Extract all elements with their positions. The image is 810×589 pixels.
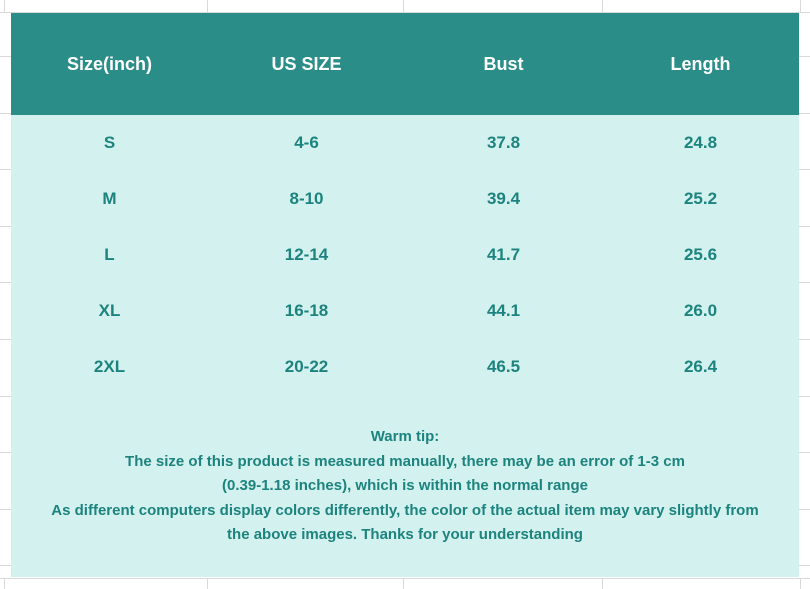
warm-tip-line: the above images. Thanks for your unders… — [227, 526, 583, 543]
header-cell-us-size: US SIZE — [271, 53, 342, 74]
us-size-cell: 16-18 — [284, 301, 329, 320]
gridline — [4, 578, 5, 589]
header-cell-length: Length — [670, 53, 731, 74]
header-cell-size: Size(inch) — [66, 53, 152, 74]
warm-tip: Warm tip: The size of this product is me… — [11, 395, 799, 548]
gridline — [800, 0, 801, 12]
length-cell: 25.2 — [683, 189, 718, 208]
gridline — [602, 0, 603, 12]
us-size-cell: 4-6 — [294, 133, 319, 152]
table-row: M 8-10 39.4 25.2 — [11, 171, 799, 227]
gridline — [800, 578, 801, 589]
us-size-cell: 20-22 — [284, 357, 329, 376]
warm-tip-title: Warm tip: — [370, 428, 440, 445]
length-cell: 25.6 — [683, 245, 718, 264]
size-cell: L — [104, 245, 115, 264]
length-cell: 26.4 — [683, 357, 718, 376]
size-cell: 2XL — [93, 357, 126, 376]
length-cell: 24.8 — [683, 133, 718, 152]
size-cell: M — [102, 189, 117, 208]
gridline — [0, 578, 810, 579]
size-cell: S — [103, 133, 116, 152]
table-row: 2XL 20-22 46.5 26.4 — [11, 339, 799, 395]
table-row: L 12-14 41.7 25.6 — [11, 227, 799, 283]
gridline — [403, 578, 404, 589]
table-row: S 4-6 37.8 24.8 — [11, 115, 799, 171]
bust-cell: 39.4 — [486, 189, 521, 208]
us-size-cell: 8-10 — [289, 189, 324, 208]
gridline — [602, 578, 603, 589]
warm-tip-line: The size of this product is measured man… — [125, 452, 685, 470]
bust-cell: 46.5 — [486, 357, 521, 376]
table-row: XL 16-18 44.1 26.0 — [11, 283, 799, 339]
us-size-cell: 12-14 — [284, 245, 329, 264]
gridline — [403, 0, 404, 12]
gridline — [4, 0, 5, 12]
gridline — [207, 578, 208, 589]
size-chart-table: Size(inch) US SIZE Bust Length S 4-6 37.… — [11, 13, 799, 577]
gridline — [0, 12, 810, 13]
size-cell: XL — [98, 301, 121, 320]
warm-tip-line: As different computers display colors di… — [51, 501, 759, 519]
warm-tip-line: (0.39-1.18 inches), which is within the … — [222, 477, 588, 494]
gridline — [207, 0, 208, 12]
bust-cell: 37.8 — [486, 133, 521, 152]
table-header: Size(inch) US SIZE Bust Length — [11, 13, 799, 115]
bust-cell: 44.1 — [486, 301, 521, 320]
length-cell: 26.0 — [683, 301, 718, 320]
table-body: S 4-6 37.8 24.8 M 8-10 39.4 25.2 L 12-14… — [11, 115, 799, 577]
bust-cell: 41.7 — [486, 245, 521, 264]
header-cell-bust: Bust — [483, 53, 524, 74]
